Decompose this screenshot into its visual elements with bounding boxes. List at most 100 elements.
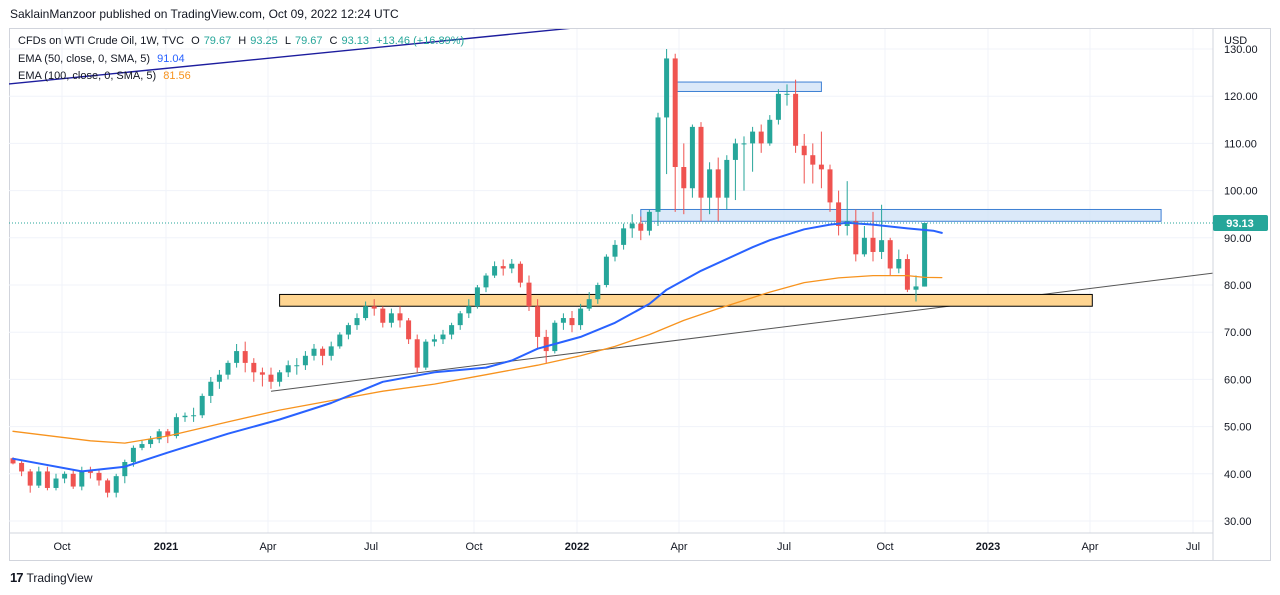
candle (896, 249, 902, 274)
low-label: L (284, 35, 291, 47)
candle-body (621, 228, 627, 245)
ema100-line (12, 274, 943, 444)
candle-body (431, 339, 437, 342)
candle-body (578, 308, 584, 326)
symbol-title[interactable]: CFDs on WTI Crude Oil, 1W, TVC (18, 35, 185, 47)
candle-body (165, 431, 171, 437)
candle-body (707, 169, 713, 198)
y-tick-label: 30.00 (1224, 516, 1252, 528)
candle-body (199, 395, 205, 416)
candle-body (70, 473, 76, 487)
candle-body (10, 458, 16, 464)
candle-body (345, 325, 351, 335)
open-value: 79.67 (203, 35, 232, 47)
candle-body (440, 334, 446, 340)
candle (182, 412, 188, 422)
candle (53, 473, 59, 491)
x-tick-label: Jul (777, 541, 791, 553)
candle (466, 299, 472, 319)
candle (337, 332, 343, 349)
candle-body (827, 169, 833, 203)
candle-body (414, 339, 420, 368)
candle (629, 214, 635, 238)
candle-body (36, 471, 42, 486)
candle (345, 322, 351, 340)
candle (664, 49, 670, 175)
candle (517, 261, 523, 288)
candle (724, 155, 730, 210)
candle (148, 436, 154, 448)
candle-body (612, 244, 618, 257)
candle (62, 471, 68, 484)
candle (578, 303, 584, 330)
candle-body (397, 313, 403, 321)
candle-body (406, 320, 412, 340)
candle-body (638, 223, 644, 231)
candle (586, 292, 592, 311)
legend-ema100-row[interactable]: EMA (100, close, 0, SMA, 5) 81.56 (18, 70, 195, 82)
x-tick-label: Jul (364, 541, 378, 553)
candle-body (569, 318, 575, 326)
zone-layer (279, 81, 1162, 307)
candle-body (664, 58, 670, 118)
candle-body (191, 415, 197, 417)
candle-body (810, 155, 816, 165)
candle-body (913, 286, 919, 290)
candle (870, 211, 876, 262)
candle (681, 143, 687, 215)
candle-body (285, 365, 291, 373)
chart-frame[interactable] (9, 28, 1271, 561)
candle-body (793, 93, 799, 146)
candle-body (354, 318, 360, 326)
candle (758, 124, 764, 153)
candle-body (294, 365, 300, 367)
candle-body (268, 374, 274, 382)
candle (500, 259, 506, 276)
candle-body (853, 221, 859, 255)
candle-body (130, 447, 136, 462)
ema100-label: EMA (100, close, 0, SMA, 5) (18, 70, 157, 82)
candle (457, 310, 463, 330)
candle-body (861, 237, 867, 255)
y-tick-label: 50.00 (1224, 422, 1252, 434)
candle (268, 367, 274, 389)
candle-body (234, 351, 240, 363)
candle-body (96, 472, 102, 481)
candle-body (509, 263, 515, 269)
orange-support-zone (279, 293, 1093, 307)
candle-body (552, 322, 558, 352)
candle-body (560, 318, 566, 323)
candle-body (302, 355, 308, 366)
currency-label: USD (1224, 35, 1247, 47)
candle-body (457, 313, 463, 326)
y-tick-label: 70.00 (1224, 327, 1252, 339)
candle-body (474, 287, 480, 307)
candle-body (724, 159, 730, 198)
y-tick-label: 80.00 (1224, 280, 1252, 292)
candle (492, 261, 498, 278)
candle-body (801, 145, 807, 156)
change-value: +13.46 (+16.89%) (376, 35, 465, 47)
candle (904, 254, 910, 293)
legend-ema50-row[interactable]: EMA (50, close, 0, SMA, 5) 91.04 (18, 53, 189, 65)
candle-body (836, 202, 842, 226)
candle-body (311, 348, 317, 356)
candle-body (320, 348, 326, 356)
candle-body (380, 308, 386, 323)
candle-body (182, 415, 188, 418)
candle (810, 143, 816, 184)
candle-body (208, 381, 214, 396)
x-tick-label: Oct (876, 541, 893, 553)
x-tick-label: Oct (465, 541, 482, 553)
candle (861, 226, 867, 257)
candle (397, 306, 403, 328)
candle (879, 204, 885, 260)
candle (234, 344, 240, 368)
candle (87, 466, 93, 479)
y-tick-label: 120.00 (1224, 91, 1258, 103)
candle-body (535, 306, 541, 337)
tradingview-brand[interactable]: 17 TradingView (10, 570, 93, 585)
candle-body (672, 58, 678, 167)
candle (113, 473, 119, 498)
